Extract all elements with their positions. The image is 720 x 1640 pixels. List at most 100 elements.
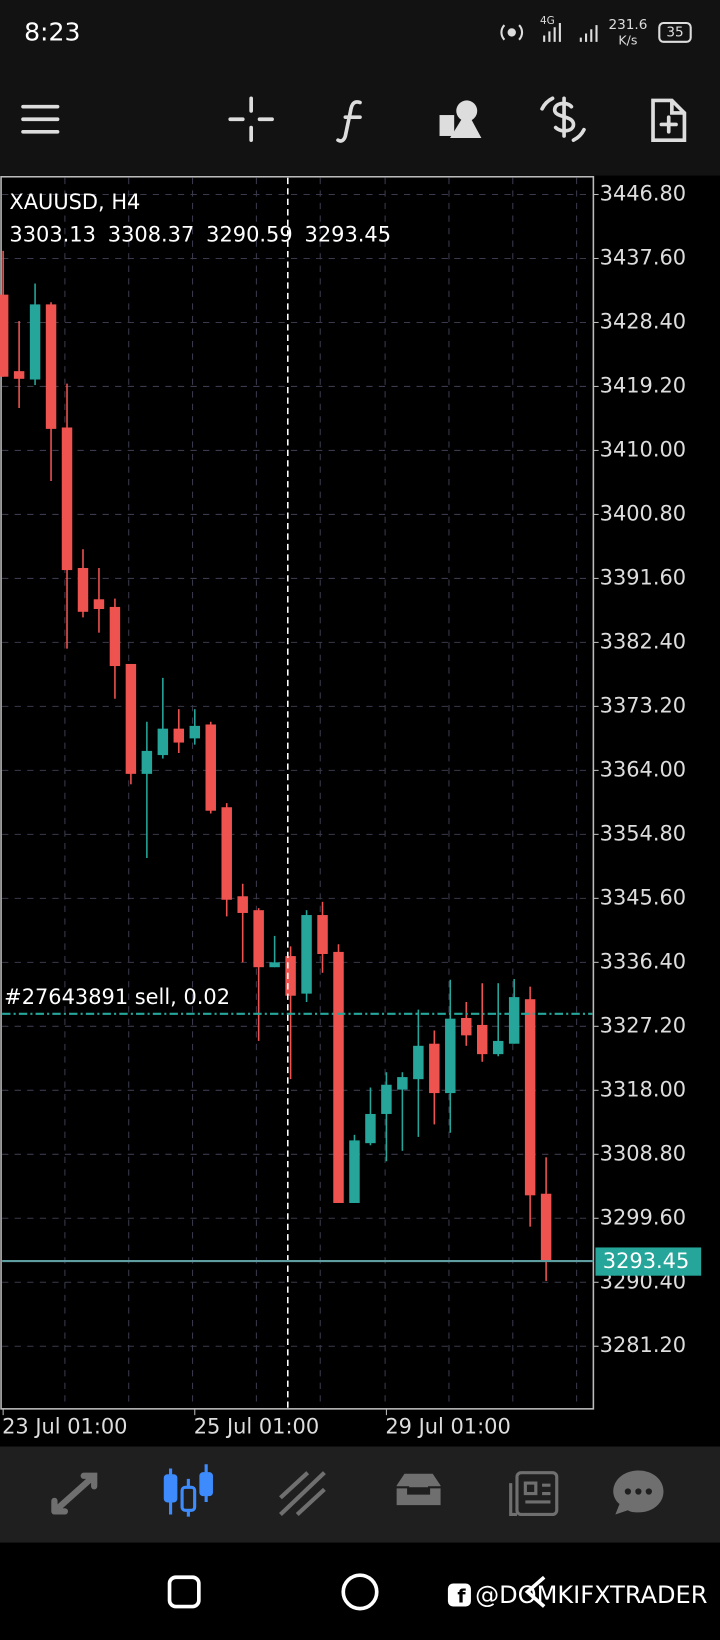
candle-body xyxy=(173,728,185,743)
dollar-sign xyxy=(552,96,576,138)
chat-dot xyxy=(645,1488,652,1495)
candle-body xyxy=(317,915,328,954)
y-tick-label: 3400.80 xyxy=(600,501,686,525)
top-bar-bg xyxy=(0,0,720,176)
facebook-f: f xyxy=(457,1587,466,1608)
candle-body xyxy=(0,294,9,377)
news-lines xyxy=(509,1481,551,1517)
net-speed-unit: K/s xyxy=(618,32,637,47)
candle-body xyxy=(349,1140,360,1203)
y-tick-label: 3354.80 xyxy=(600,821,686,845)
y-tick-label: 3327.20 xyxy=(600,1013,686,1037)
candle-body xyxy=(125,663,137,774)
trade-arrows xyxy=(540,96,586,142)
y-tick-label: 3318.00 xyxy=(600,1077,686,1101)
x-tick-label: 25 Jul 01:00 xyxy=(194,1415,319,1439)
y-tick-label: 3364.00 xyxy=(600,757,686,781)
candle-body xyxy=(109,606,121,667)
candle-body xyxy=(492,1040,504,1055)
candle-body xyxy=(333,951,344,1203)
chart-tab[interactable] xyxy=(163,1464,213,1517)
candle-body xyxy=(253,910,264,968)
status-icons xyxy=(500,21,692,43)
chat-dot xyxy=(635,1488,642,1495)
candle-body xyxy=(445,1018,456,1094)
candle-body xyxy=(237,896,248,913)
candle-body xyxy=(269,962,280,968)
battery-outline xyxy=(658,21,692,43)
doc-plus xyxy=(659,115,678,134)
y-tick-label: 3299.60 xyxy=(600,1205,686,1229)
net-speed: 231.6 xyxy=(608,17,647,33)
candle-body xyxy=(508,997,520,1044)
indicators-button[interactable] xyxy=(336,100,362,143)
menu-button[interactable] xyxy=(21,104,60,134)
candle-body xyxy=(429,1043,440,1094)
overlay: #27643891 sell, 0.02 xyxy=(2,985,594,1263)
y-tick-label: 3419.20 xyxy=(600,373,686,397)
trade-button[interactable] xyxy=(540,96,586,142)
price-label-bg xyxy=(595,1247,702,1276)
candle-body xyxy=(141,750,153,774)
home-button[interactable] xyxy=(341,1573,379,1611)
ohlc-low: 3290.59 xyxy=(206,222,292,246)
battery-level: 35 xyxy=(666,24,683,40)
candle-body xyxy=(221,807,232,900)
plot xyxy=(0,250,552,1281)
time-grid xyxy=(64,177,578,1408)
back-button[interactable] xyxy=(524,1575,546,1608)
grid xyxy=(2,193,593,1347)
y-tick-label: 3446.80 xyxy=(600,182,686,206)
objects-button[interactable] xyxy=(439,100,482,139)
recents-button[interactable] xyxy=(167,1575,201,1609)
candle-body xyxy=(157,728,169,756)
crosshair-button[interactable] xyxy=(228,96,274,142)
bottom-nav xyxy=(51,1464,664,1517)
candle-body xyxy=(524,999,536,1196)
y-tick-label: 3382.40 xyxy=(600,629,686,653)
signal-1 xyxy=(543,23,561,42)
news-tab[interactable] xyxy=(509,1471,559,1517)
chat-tab[interactable] xyxy=(613,1470,664,1515)
system-nav-bg xyxy=(0,1542,720,1640)
chart-frame xyxy=(0,175,595,1410)
candle-body xyxy=(45,304,57,429)
y-tick-label: 3391.60 xyxy=(600,565,686,589)
y-tick-label: 3373.20 xyxy=(600,693,686,717)
trade-tab[interactable] xyxy=(279,1471,326,1517)
bottom-nav-bg xyxy=(0,1446,720,1543)
history-tab[interactable] xyxy=(394,1471,443,1508)
quotes-icon xyxy=(51,1472,98,1515)
new-order-button[interactable] xyxy=(651,98,687,142)
ohlc-close: 3293.45 xyxy=(305,222,391,246)
toolbar xyxy=(21,96,687,143)
network-type: 4G xyxy=(540,15,555,27)
candle-body xyxy=(77,567,89,612)
candle-body xyxy=(413,1045,424,1080)
news-icon xyxy=(515,1471,559,1517)
candle-body xyxy=(205,724,216,811)
candle-body xyxy=(301,915,312,994)
y-tick-label: 3410.00 xyxy=(600,437,686,461)
candle-body xyxy=(93,599,105,610)
candle-body xyxy=(13,371,25,379)
quotes-tab[interactable] xyxy=(51,1472,98,1515)
ohlc-high: 3308.37 xyxy=(108,222,194,246)
chat-dot xyxy=(624,1488,632,1495)
objects-triangle xyxy=(450,110,482,139)
ohlc-open: 3303.13 xyxy=(9,222,95,246)
chart-icon-body xyxy=(180,1485,197,1512)
watermark: @DOMKIFXTRADER xyxy=(475,1581,708,1609)
signal-2 xyxy=(579,25,598,42)
hotspot-icon xyxy=(507,28,516,37)
candle-body xyxy=(381,1084,392,1114)
candle-body xyxy=(540,1193,552,1262)
status-time: 8:23 xyxy=(24,17,80,46)
candle-body xyxy=(397,1077,408,1090)
y-tick-label: 3336.40 xyxy=(600,949,686,973)
chart-icon-body xyxy=(163,1474,178,1503)
candle-body xyxy=(29,304,41,380)
chart-bg xyxy=(0,175,720,1447)
